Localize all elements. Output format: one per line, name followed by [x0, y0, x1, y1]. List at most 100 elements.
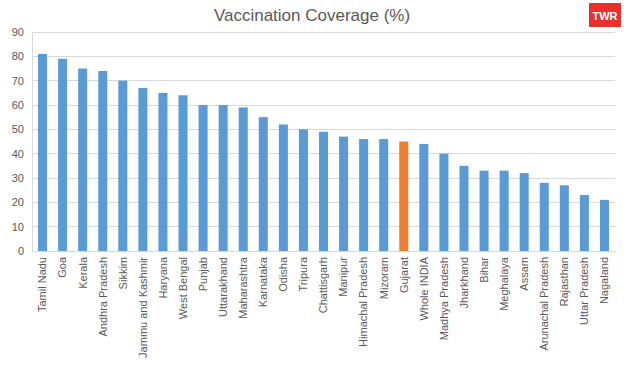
bar	[520, 173, 529, 251]
bar	[339, 137, 348, 251]
x-tick-label: Chattisgarh	[317, 257, 329, 313]
x-tick: Madhya Pradesh	[438, 251, 450, 340]
y-tick-label: 30	[12, 172, 24, 184]
x-tick: Tamil Nadu	[36, 251, 48, 312]
bar	[179, 95, 188, 251]
bar	[299, 129, 308, 251]
x-tick-label: Karnataka	[257, 256, 269, 307]
y-tick-label: 40	[12, 148, 24, 160]
grid-line	[32, 56, 615, 57]
x-tick: Whole INDIA	[418, 251, 430, 321]
x-tick: Chattisgarh	[317, 251, 329, 313]
x-tick-label: Sikkim	[117, 257, 129, 289]
bar	[78, 69, 87, 252]
x-tick: Assam	[518, 251, 530, 291]
bar	[239, 107, 248, 251]
x-tick-label: Arunachal Pradesh	[538, 257, 550, 351]
x-tick: Odisha	[277, 251, 289, 292]
y-tick-label: 60	[12, 99, 24, 111]
x-tick-label: Manipur	[337, 257, 349, 297]
y-tick: 60	[12, 99, 32, 111]
chart: Vaccination Coverage (%)TWR0102030405060…	[0, 0, 624, 366]
logo-text: TWR	[592, 10, 617, 22]
x-tick-label: Andhra Pradesh	[97, 257, 109, 337]
x-tick-label: Madhya Pradesh	[438, 257, 450, 340]
x-tick: Mizoram	[378, 251, 390, 299]
x-tick-label: Maharashtra	[237, 256, 249, 319]
y-tick: 30	[12, 172, 32, 184]
x-tick-label: Punjab	[197, 257, 209, 291]
bar	[379, 139, 388, 251]
bar	[199, 105, 208, 251]
y-tick-label: 10	[12, 221, 24, 233]
y-axis-line	[32, 33, 33, 252]
x-tick: Bihar	[478, 251, 490, 283]
y-tick: 40	[12, 148, 32, 160]
x-tick-label: Uttarakhand	[217, 257, 229, 317]
x-tick: Gujarat	[398, 251, 410, 293]
x-tick: Uttar Pradesh	[578, 251, 590, 325]
x-tick: Uttarakhand	[217, 251, 229, 317]
x-tick-label: Bihar	[478, 257, 490, 283]
bar	[138, 88, 147, 251]
bar	[259, 117, 268, 251]
y-tick: 50	[12, 123, 32, 135]
bar	[98, 71, 107, 251]
bar	[600, 200, 609, 251]
bar	[359, 139, 368, 251]
bar	[480, 171, 489, 251]
bar	[219, 105, 228, 251]
x-tick-label: Tripura	[297, 256, 309, 291]
x-tick: Arunachal Pradesh	[538, 251, 550, 351]
y-tick: 70	[12, 75, 32, 87]
x-tick: Punjab	[197, 251, 209, 291]
x-tick: Tripura	[297, 251, 309, 291]
x-tick-label: Jammu and Kashmir	[137, 257, 149, 358]
x-tick-label: Himachal Pradesh	[357, 257, 369, 347]
logo-box	[589, 3, 621, 27]
bar	[118, 81, 127, 251]
bar	[580, 195, 589, 251]
x-tick-label: Gujarat	[398, 257, 410, 293]
x-tick-label: Uttar Pradesh	[578, 257, 590, 325]
x-tick: Nagaland	[598, 251, 610, 304]
x-tick-label: Kerala	[77, 256, 89, 289]
bar	[540, 183, 549, 251]
y-axis: 0 10 20 30 40 50 60 70 80 90	[12, 26, 33, 257]
x-tick: Andhra Pradesh	[97, 251, 109, 337]
x-tick-label: Rajasthan	[558, 257, 570, 307]
x-tick: Jammu and Kashmir	[137, 251, 149, 358]
y-tick-label: 50	[12, 123, 24, 135]
x-tick-label: Meghalaya	[498, 256, 510, 311]
x-tick: Maharashtra	[237, 251, 249, 319]
y-tick: 0	[18, 245, 32, 257]
bar	[319, 132, 328, 251]
grid	[32, 32, 615, 251]
y-tick-label: 20	[12, 196, 24, 208]
y-tick: 20	[12, 196, 32, 208]
x-tick-label: Mizoram	[378, 257, 390, 299]
x-tick: West Bengal	[177, 251, 189, 319]
x-tick: Rajasthan	[558, 251, 570, 307]
x-axis-line	[33, 251, 616, 252]
y-tick: 90	[12, 26, 32, 38]
x-tick-label: Assam	[518, 257, 530, 291]
x-tick: Meghalaya	[498, 251, 510, 311]
x-tick: Haryana	[157, 251, 169, 299]
x-tick-label: Goa	[56, 256, 68, 278]
x-tick-label: Nagaland	[598, 257, 610, 304]
bars	[38, 54, 609, 251]
y-tick-label: 70	[12, 75, 24, 87]
bar	[158, 93, 167, 251]
x-tick: Karnataka	[257, 251, 269, 307]
x-tick-label: Jharkhand	[458, 257, 470, 308]
x-tick: Kerala	[77, 251, 89, 289]
bar	[500, 171, 509, 251]
x-axis: Tamil Nadu Goa Kerala Andhra Pradesh Sikkim J…	[33, 251, 616, 358]
y-tick: 80	[12, 50, 32, 62]
x-tick-label: Tamil Nadu	[36, 257, 48, 312]
y-tick-label: 90	[12, 26, 24, 38]
x-tick: Sikkim	[117, 251, 129, 289]
bar	[38, 54, 47, 251]
x-tick-label: Haryana	[157, 256, 169, 298]
